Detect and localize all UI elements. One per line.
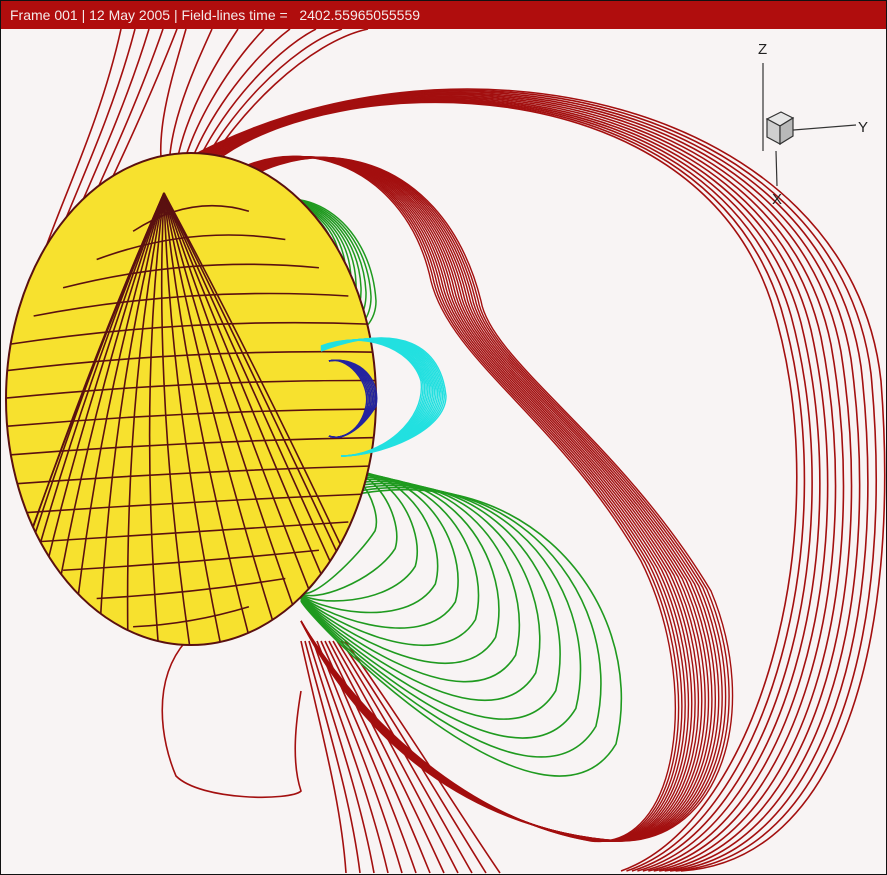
outer-field-lines (40, 29, 886, 874)
latitude-line (6, 379, 376, 402)
red-band-line (205, 156, 734, 842)
longitude-line (126, 192, 165, 645)
longitude-line (163, 192, 224, 645)
outer-field-line (215, 101, 798, 872)
blue-field-lines (328, 359, 378, 438)
trailing-field-line (336, 640, 473, 874)
cyan-field-line (320, 337, 447, 457)
longitude-line (163, 192, 336, 645)
trailing-field-line (344, 640, 501, 874)
trailing-field-line (304, 640, 361, 874)
y-axis-label: Y (858, 119, 868, 136)
title-bar: Frame 001 | 12 May 2005 | Field-lines ti… (1, 1, 886, 29)
latitude-line (9, 321, 373, 346)
outer-field-line (197, 95, 845, 872)
outer-field-line (191, 92, 861, 872)
green-lower-loop (300, 489, 623, 777)
outer-field-line (209, 99, 813, 872)
outer-field-line (182, 88, 886, 872)
lower-left-loop (161, 640, 302, 799)
latitude-line (63, 549, 319, 572)
latitude-line (6, 350, 376, 374)
longitude-line (97, 192, 165, 645)
red-field-band (190, 155, 734, 842)
latitude-line (6, 436, 376, 459)
trailing-field-line (312, 640, 389, 874)
field-line-scene: Z Y X (5, 29, 886, 874)
latitude-line (6, 464, 376, 487)
longitude-line (70, 192, 165, 645)
trailing-field-line (308, 640, 375, 874)
z-axis-label: Z (758, 41, 767, 58)
latitude-line (133, 605, 250, 628)
outer-field-line (188, 91, 869, 872)
latitude-line (33, 521, 349, 543)
latitude-line (9, 492, 373, 515)
outer-field-line (185, 89, 877, 872)
open-field-line (40, 29, 122, 262)
trailing-field-line (328, 640, 445, 874)
outer-field-line (200, 96, 837, 872)
outer-field-line (194, 93, 853, 872)
latitude-line (6, 408, 376, 430)
longitude-line (160, 192, 192, 645)
latitude-line (132, 204, 250, 232)
trailing-field-line (316, 640, 403, 874)
longitude-line (148, 192, 165, 645)
longitude-line (163, 192, 312, 645)
trailing-field-line (332, 640, 459, 874)
longitude-line (163, 192, 285, 645)
latitude-line (96, 234, 286, 261)
planet-sphere (5, 152, 377, 646)
latitude-line (96, 577, 286, 600)
axis-triad-icon (762, 63, 857, 187)
outer-field-line (212, 100, 806, 872)
latitude-line (33, 292, 349, 317)
outer-field-line (203, 97, 829, 872)
blue-field-line (328, 359, 378, 438)
longitude-line (163, 192, 255, 645)
trailing-field-line (324, 640, 431, 874)
trailing-field-line (300, 640, 347, 874)
x-axis-label: X (772, 191, 782, 208)
cyan-field-lines (320, 337, 447, 457)
axis-cube-icon (765, 111, 795, 146)
latitude-line (62, 263, 319, 289)
outer-field-line (206, 98, 821, 872)
